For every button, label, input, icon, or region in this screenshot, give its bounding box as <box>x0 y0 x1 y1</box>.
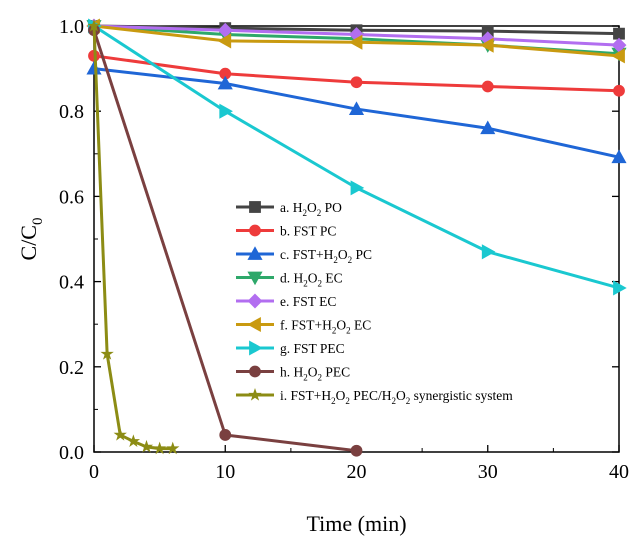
x-tick-label: 10 <box>215 461 235 483</box>
legend-label: h. H2​O2​ PEC <box>280 365 350 383</box>
series-b <box>88 49 625 97</box>
data-point <box>219 103 233 119</box>
legend-label: c. FST+H2​O2​ PC <box>280 247 372 265</box>
legend-label: e. FST EC <box>280 294 336 309</box>
data-point <box>166 441 180 455</box>
y-tick-label: 0.4 <box>59 272 84 294</box>
legend-marker <box>249 365 261 378</box>
x-tick-label: 0 <box>89 461 99 483</box>
legend-label: a. H2​O2​ PO <box>280 200 342 218</box>
legend-marker <box>247 246 263 260</box>
y-tick-label: 1.0 <box>59 16 84 38</box>
data-point <box>100 347 114 360</box>
data-point <box>219 429 232 441</box>
data-point <box>481 244 496 260</box>
data-point <box>348 101 365 115</box>
data-point <box>350 444 363 457</box>
data-point <box>87 18 101 32</box>
x-tick-label: 30 <box>478 461 498 483</box>
legend-marker <box>247 293 263 309</box>
y-tick-label: 0.2 <box>59 357 84 379</box>
legend-marker <box>249 224 261 237</box>
data-point <box>613 27 625 40</box>
data-point <box>480 120 496 135</box>
legend-marker <box>249 201 261 213</box>
data-point <box>613 84 625 97</box>
data-point <box>126 434 141 448</box>
legend-marker <box>247 271 263 286</box>
series-c <box>86 60 627 164</box>
series-i <box>87 18 180 455</box>
legend-label: b. FST PC <box>280 224 336 239</box>
data-point <box>481 80 494 93</box>
data-point <box>217 75 233 90</box>
y-axis-title: C/C0​ <box>16 218 46 261</box>
data-point <box>348 34 363 50</box>
data-point <box>611 48 625 64</box>
legend-label: f. FST+H2​O2​ EC <box>280 318 371 336</box>
y-tick-label: 0.6 <box>59 186 84 208</box>
legend-label: i. FST+H2​O2​ PEC/H2​O2​ synergistic sys… <box>280 388 513 406</box>
x-tick-label: 40 <box>609 461 629 483</box>
data-point <box>152 441 167 455</box>
data-point <box>613 280 627 296</box>
legend-label: d. H2​O2​ EC <box>280 271 343 289</box>
data-point <box>611 149 627 164</box>
data-point <box>217 33 232 49</box>
data-point <box>113 427 127 441</box>
y-tick-label: 0.0 <box>59 442 84 464</box>
data-point <box>139 439 154 453</box>
legend-marker <box>247 316 261 333</box>
data-point <box>350 76 363 89</box>
legend-label: g. FST PEC <box>280 341 345 356</box>
x-tick-label: 20 <box>347 461 367 483</box>
legend-marker <box>248 387 262 401</box>
x-axis-title: Time (min) <box>306 511 406 536</box>
data-point <box>350 180 365 196</box>
data-point <box>86 60 102 75</box>
legend: a. H2​O2​ PO b. FST PC c. FST+H2​O2​ PC d. … <box>236 200 513 406</box>
legend-marker <box>249 340 263 356</box>
y-tick-label: 0.8 <box>59 101 84 123</box>
data-point <box>480 37 494 53</box>
